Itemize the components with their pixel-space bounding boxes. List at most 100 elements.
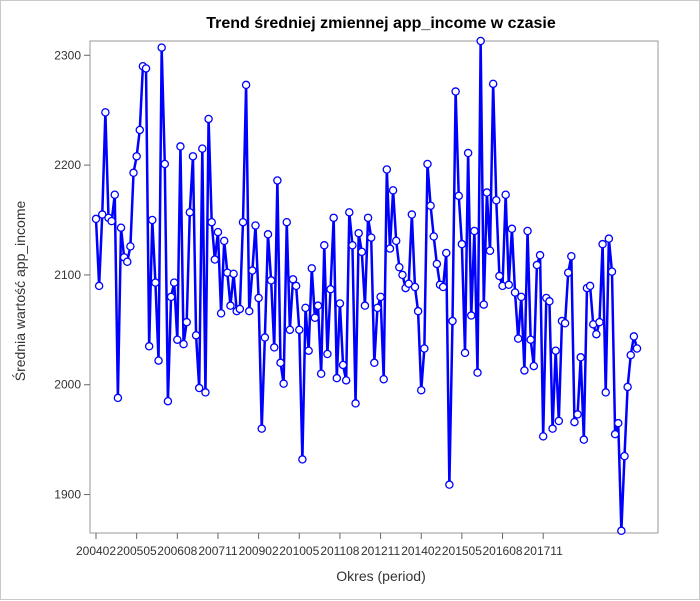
data-point: [129, 168, 138, 178]
data-point: [141, 64, 151, 73]
data-point: [623, 382, 632, 392]
data-point: [360, 301, 370, 310]
data-point: [551, 346, 560, 355]
data-point: [363, 213, 373, 223]
data-point: [307, 264, 317, 273]
x-tick-label: 200402: [76, 544, 116, 558]
data-point: [604, 234, 614, 243]
data-point: [113, 393, 123, 403]
data-point: [260, 333, 270, 342]
data-point: [219, 236, 229, 246]
data-point: [341, 376, 351, 385]
data-point: [282, 217, 292, 227]
data-point: [407, 210, 417, 219]
data-point: [229, 269, 238, 279]
data-point: [626, 350, 635, 360]
data-point: [476, 36, 485, 46]
data-point: [313, 301, 323, 310]
data-point: [595, 317, 604, 327]
data-point: [235, 304, 245, 314]
data-point: [110, 190, 120, 199]
data-point: [382, 165, 392, 174]
y-axis-label: Średnia wartość app_income: [11, 201, 28, 382]
data-point: [244, 306, 254, 316]
chart-title: Trend średniej zmiennej app_income w cza…: [206, 15, 556, 32]
data-point: [573, 410, 582, 419]
data-point: [592, 329, 601, 339]
x-tick-label: 201211: [361, 544, 400, 558]
data-point: [207, 217, 216, 227]
data-point: [173, 335, 182, 344]
y-tick-label: 2300: [54, 48, 81, 62]
data-point: [420, 344, 429, 353]
data-point: [238, 217, 248, 227]
data-point: [191, 331, 201, 340]
data-point: [457, 239, 467, 249]
data-point: [451, 87, 460, 96]
data-point: [116, 223, 126, 232]
data-point: [388, 186, 398, 195]
data-point: [385, 244, 395, 253]
data-point: [357, 247, 367, 257]
y-tick-label: 2000: [54, 378, 81, 392]
data-point: [263, 230, 273, 239]
x-tick-label: 201711: [524, 544, 563, 558]
data-point: [301, 303, 310, 313]
data-point: [376, 292, 385, 302]
data-point: [310, 313, 320, 322]
data-point: [632, 344, 642, 353]
data-point: [354, 228, 363, 238]
data-point: [144, 342, 154, 351]
x-axis: 200402 200505 200608 200711 200902 201005 2011…: [76, 533, 563, 558]
data-point: [438, 282, 448, 292]
data-point: [204, 114, 213, 124]
data-point: [629, 332, 639, 341]
data-point: [429, 232, 438, 241]
data-point: [185, 208, 195, 217]
data-point: [166, 292, 176, 302]
data-point: [391, 236, 401, 246]
data-point: [570, 417, 579, 427]
data-point: [576, 353, 585, 362]
data-point: [123, 257, 132, 266]
data-point: [182, 317, 191, 327]
data-point: [532, 260, 542, 270]
data-point: [548, 424, 557, 433]
data-point: [251, 221, 260, 230]
x-tick-label: 201005: [279, 544, 319, 558]
data-point: [335, 299, 345, 308]
y-tick-label: 2100: [54, 268, 81, 282]
data-point: [501, 190, 510, 199]
data-point: [188, 152, 198, 161]
data-point: [157, 43, 166, 52]
y-tick-label: 1900: [54, 488, 81, 502]
data-point: [520, 366, 529, 375]
data-point: [513, 334, 523, 343]
data-point: [213, 227, 223, 237]
x-tick-label: 201402: [401, 544, 441, 558]
x-tick-label: 200608: [157, 544, 197, 558]
data-point: [345, 208, 354, 217]
data-point: [426, 201, 435, 210]
series-markers: [91, 36, 642, 536]
data-point: [320, 241, 329, 250]
data-point: [269, 343, 279, 352]
data-point: [241, 80, 251, 90]
data-point: [598, 239, 607, 249]
data-point: [370, 358, 379, 368]
data-point: [91, 214, 101, 224]
data-point: [613, 418, 623, 428]
data-point: [248, 266, 257, 275]
data-point: [467, 311, 476, 320]
data-point: [523, 226, 532, 236]
data-point: [529, 361, 539, 371]
data-point: [463, 148, 473, 158]
data-point: [295, 325, 304, 335]
data-point: [154, 356, 163, 365]
data-point: [432, 259, 442, 269]
data-point: [266, 276, 276, 285]
data-point: [326, 284, 335, 294]
data-point: [416, 385, 426, 395]
